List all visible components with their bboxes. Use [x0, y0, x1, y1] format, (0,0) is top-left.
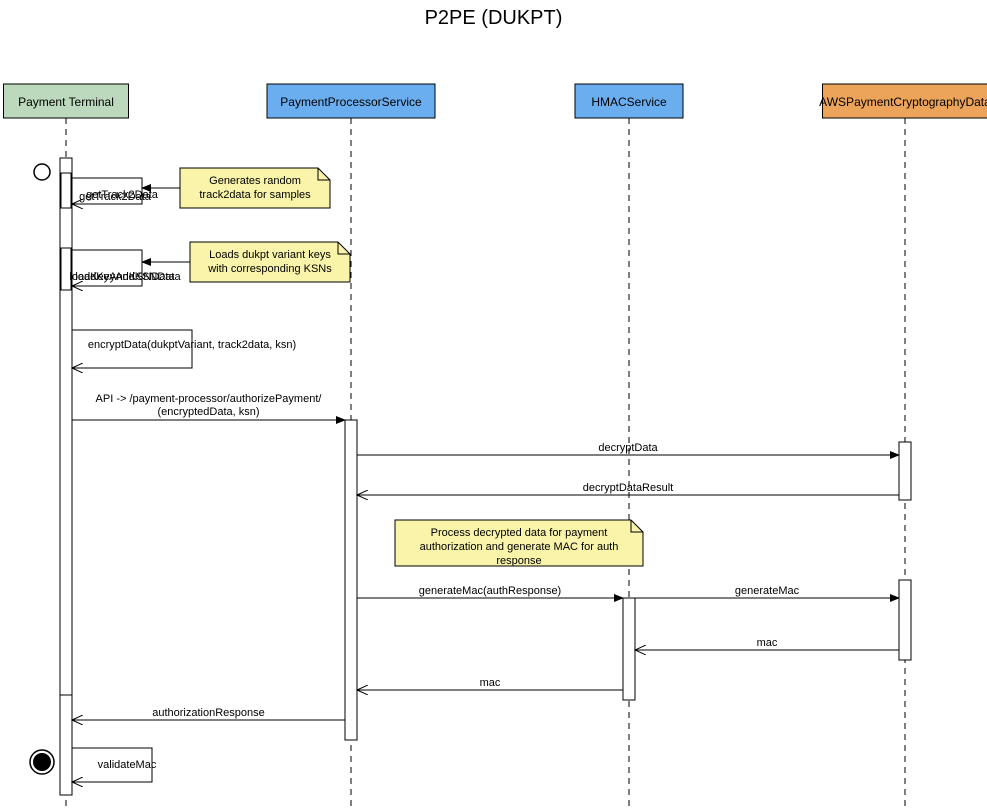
participant-label-aws: AWSPaymentCryptographyData: [819, 95, 987, 109]
note-track2-line: track2data for samples: [199, 189, 311, 201]
note-loadkey-line: Loads dukpt variant keys: [209, 249, 331, 261]
msg-decrypt-result-label: decryptDataResult: [583, 482, 674, 494]
activation-hm: [623, 598, 635, 700]
msg-mac-hm-label: mac: [480, 677, 501, 689]
activation-pt: [61, 173, 71, 208]
msg-api-l1: API -> /payment-processor/authorizePayme…: [96, 393, 323, 405]
activation-aws: [899, 580, 911, 660]
note-track2: [180, 168, 330, 208]
activation-aws: [899, 442, 911, 500]
participant-label-hm: HMACService: [591, 95, 667, 109]
msg-genmac-req-label: generateMac(authResponse): [419, 585, 561, 597]
msg-mac-aws-label: mac: [757, 637, 778, 649]
msg-encrypt-label: encryptData(dukptVariant, track2data, ks…: [88, 339, 296, 351]
note-loadkey: [190, 242, 350, 282]
msg-decrypt-label: decryptData: [598, 442, 658, 454]
participant-label-pps: PaymentProcessorService: [280, 95, 422, 109]
diagram-title: P2PE (DUKPT): [425, 7, 563, 29]
note-process-line: response: [496, 555, 541, 567]
activation-pt: [61, 248, 71, 290]
note-process-line: authorization and generate MAC for auth: [420, 541, 619, 553]
msg-genmac-aws-label: generateMac: [735, 585, 800, 597]
activation-pt: [60, 695, 72, 795]
note-track2-line: Generates random: [209, 175, 301, 187]
participant-label-pt: Payment Terminal: [18, 95, 114, 109]
msg-loadkey-label: loadKeyAndKSNData: [75, 271, 181, 283]
note-process-line: Process decrypted data for payment: [431, 527, 608, 539]
end-node-outer: [33, 753, 51, 771]
msg-gettrack-label: getTrack2Data: [79, 191, 152, 203]
activation-pps: [345, 420, 357, 740]
note-loadkey-line: with corresponding KSNs: [207, 263, 332, 275]
start-node: [34, 164, 50, 180]
activation-pt: [60, 158, 72, 730]
msg-authresp-label: authorizationResponse: [152, 707, 265, 719]
msg-api-l2: (encryptedData, ksn): [157, 406, 259, 418]
msg-validate-label: validateMac: [98, 759, 157, 771]
